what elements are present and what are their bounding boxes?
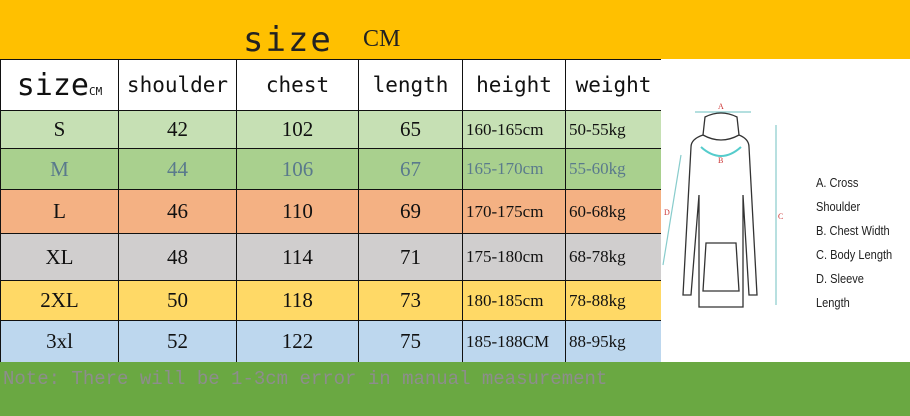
legend-item-d: D. Sleeve Length [816,271,864,310]
legend-item-c: C. Body Length [816,247,893,262]
cell-length: 67 [358,148,463,190]
cell-shoulder: 52 [118,320,237,363]
cell-length: 65 [358,110,463,149]
cell-chest: 102 [236,110,359,149]
column-header-weight: weight [565,59,662,111]
cell-chest: 122 [236,320,359,363]
cell-chest: 106 [236,148,359,190]
header-row: sizeCM shoulder chest length height weig… [0,59,662,111]
cell-weight: 78-88kg [565,280,662,321]
cell-shoulder: 46 [118,189,237,234]
cell-weight: 68-78kg [565,233,662,281]
cell-chest: 114 [236,233,359,281]
cell-weight: 55-60kg [565,148,662,190]
footer-band: Note: There will be 1-3cm error in manua… [0,362,910,416]
marker-c: C [778,212,783,221]
marker-d: D [664,208,670,217]
cell-chest: 118 [236,280,359,321]
cell-shoulder: 48 [118,233,237,281]
header-band: size CM [0,0,910,60]
measurement-legend: A. Cross Shoulder B. Chest Width C. Body… [816,171,896,315]
marker-b: B [718,156,723,165]
cell-length: 71 [358,233,463,281]
cell-size: XL [0,233,119,281]
cell-size: L [0,189,119,234]
column-header-length: length [358,59,463,111]
unit-label: CM [363,26,401,52]
garment-diagram-panel: A B C D A. Cross Shoulder B. Chest Width… [661,59,910,362]
table-row: XL 48 114 71 175-180cm 68-78kg [0,233,662,281]
measurement-note: Note: There will be 1-3cm error in manua… [3,368,608,390]
size-table: sizeCM shoulder chest length height weig… [0,59,662,363]
column-header-size: sizeCM [0,59,119,111]
legend-item-b: B. Chest Width [816,223,890,238]
marker-a: A [718,102,724,111]
cell-size: 3xl [0,320,119,363]
cell-weight: 50-55kg [565,110,662,149]
cell-height: 165-170cm [462,148,566,190]
table-row: 2XL 50 118 73 180-185cm 78-88kg [0,280,662,321]
hoodie-diagram-icon: A B C D [662,102,783,308]
legend-item-a: A. Cross Shoulder [816,175,861,214]
table-row: 3xl 52 122 75 185-188CM 88-95kg [0,320,662,363]
cell-height: 160-165cm [462,110,566,149]
table-row: M 44 106 67 165-170cm 55-60kg [0,148,662,190]
cell-length: 75 [358,320,463,363]
cell-weight: 88-95kg [565,320,662,363]
column-header-chest: chest [236,59,359,111]
cell-chest: 110 [236,189,359,234]
cell-shoulder: 42 [118,110,237,149]
table-row: L 46 110 69 170-175cm 60-68kg [0,189,662,234]
cell-shoulder: 50 [118,280,237,321]
cell-size: S [0,110,119,149]
cell-shoulder: 44 [118,148,237,190]
cell-height: 180-185cm [462,280,566,321]
cell-length: 69 [358,189,463,234]
chart-title: size [243,20,333,60]
cell-weight: 60-68kg [565,189,662,234]
cell-height: 175-180cm [462,233,566,281]
cell-height: 170-175cm [462,189,566,234]
table-row: S 42 102 65 160-165cm 50-55kg [0,110,662,149]
cell-length: 73 [358,280,463,321]
cell-size: 2XL [0,280,119,321]
column-header-shoulder: shoulder [118,59,237,111]
cell-size: M [0,148,119,190]
cell-height: 185-188CM [462,320,566,363]
column-header-height: height [462,59,566,111]
